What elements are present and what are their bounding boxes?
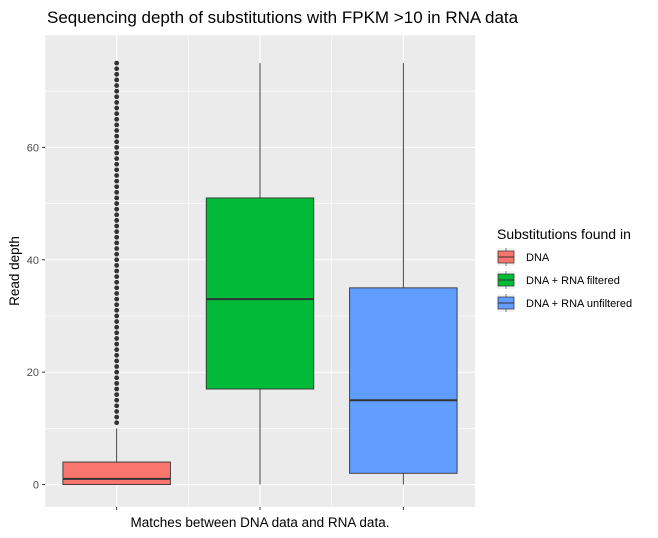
outlier-point bbox=[114, 375, 120, 381]
box-body bbox=[205, 197, 315, 390]
outlier-point bbox=[114, 206, 120, 212]
y-tick-label: 60 bbox=[27, 142, 39, 154]
outlier-point bbox=[114, 60, 120, 66]
outlier-point bbox=[114, 128, 120, 133]
outlier-point bbox=[114, 178, 120, 184]
outlier-point bbox=[114, 302, 120, 308]
legend-label: DNA + RNA unfiltered bbox=[526, 298, 632, 310]
outlier-point bbox=[114, 173, 120, 178]
y-tick-label: 20 bbox=[27, 367, 39, 379]
outlier-point bbox=[114, 251, 120, 257]
legend-item-2: DNA + RNA unfiltered bbox=[497, 294, 632, 312]
box-2 bbox=[349, 63, 458, 485]
legend-item-1: DNA + RNA filtered bbox=[497, 271, 620, 289]
outlier-point bbox=[114, 94, 120, 100]
box-1 bbox=[205, 63, 315, 485]
legend-label: DNA bbox=[526, 252, 550, 264]
legend-title: Substitutions found in bbox=[497, 226, 631, 242]
outlier-point bbox=[114, 223, 120, 229]
outlier-point bbox=[114, 414, 120, 420]
outlier-point bbox=[114, 324, 120, 330]
outlier-point bbox=[114, 189, 120, 195]
outlier-point bbox=[114, 229, 120, 235]
outlier-point bbox=[114, 246, 120, 251]
outlier-point bbox=[114, 336, 120, 341]
outlier-point bbox=[114, 234, 120, 240]
outlier-point bbox=[114, 364, 120, 369]
legend: Substitutions found in DNA DNA + RNA filt… bbox=[497, 226, 632, 312]
outlier-point bbox=[114, 218, 120, 223]
outlier-point bbox=[114, 83, 120, 88]
outlier-point bbox=[114, 380, 120, 386]
x-axis-label: Matches between DNA data and RNA data. bbox=[131, 515, 390, 530]
outlier-point bbox=[114, 319, 120, 324]
outlier-point bbox=[114, 77, 120, 83]
outlier-point bbox=[114, 201, 120, 206]
outlier-point bbox=[114, 296, 120, 302]
y-tick-label: 0 bbox=[33, 480, 39, 492]
chart-title: Sequencing depth of substitutions with F… bbox=[47, 8, 519, 27]
outlier-point bbox=[114, 291, 120, 296]
outlier-point bbox=[114, 274, 120, 280]
outlier-point bbox=[114, 156, 120, 162]
outlier-point bbox=[114, 257, 120, 263]
y-axis: 0 20 40 60 bbox=[27, 142, 404, 510]
outlier-point bbox=[114, 307, 120, 313]
outlier-point bbox=[114, 403, 120, 409]
outlier-point bbox=[114, 184, 120, 190]
y-axis-label: Read depth bbox=[7, 236, 22, 306]
outlier-point bbox=[114, 409, 120, 414]
outlier-point bbox=[114, 88, 120, 94]
outlier-point bbox=[114, 122, 120, 128]
outlier-point bbox=[114, 133, 120, 139]
outlier-point bbox=[114, 139, 120, 145]
outlier-point bbox=[114, 167, 120, 173]
outlier-point bbox=[114, 240, 120, 246]
outlier-point bbox=[114, 161, 120, 167]
outlier-point bbox=[114, 262, 120, 268]
outlier-point bbox=[114, 150, 120, 156]
box-0 bbox=[62, 60, 171, 485]
outlier-point bbox=[114, 144, 120, 150]
outlier-point bbox=[114, 116, 120, 122]
outlier-point bbox=[114, 212, 120, 218]
outlier-point bbox=[114, 279, 120, 285]
outlier-point bbox=[114, 111, 120, 117]
legend-item-0: DNA bbox=[497, 248, 550, 266]
outlier-point bbox=[114, 285, 120, 291]
outlier-point bbox=[114, 66, 120, 72]
outlier-point bbox=[114, 392, 120, 398]
outlier-point bbox=[114, 71, 120, 77]
box-body bbox=[349, 287, 458, 474]
outlier-point bbox=[114, 313, 120, 319]
box-body bbox=[62, 461, 171, 485]
y-tick-label: 40 bbox=[27, 255, 39, 267]
outlier-point bbox=[114, 105, 120, 111]
outlier-point bbox=[114, 386, 120, 392]
outlier-point bbox=[114, 268, 120, 274]
legend-label: DNA + RNA filtered bbox=[526, 275, 620, 287]
outlier-point bbox=[114, 369, 120, 375]
outlier-point bbox=[114, 347, 120, 353]
boxes bbox=[62, 60, 458, 485]
outlier-point bbox=[114, 330, 120, 336]
outlier-point bbox=[114, 420, 120, 426]
outlier-point bbox=[114, 100, 120, 105]
outlier-point bbox=[114, 352, 120, 358]
outlier-point bbox=[114, 341, 120, 347]
outlier-point bbox=[114, 358, 120, 364]
outlier-point bbox=[114, 397, 120, 403]
outlier-point bbox=[114, 195, 120, 201]
